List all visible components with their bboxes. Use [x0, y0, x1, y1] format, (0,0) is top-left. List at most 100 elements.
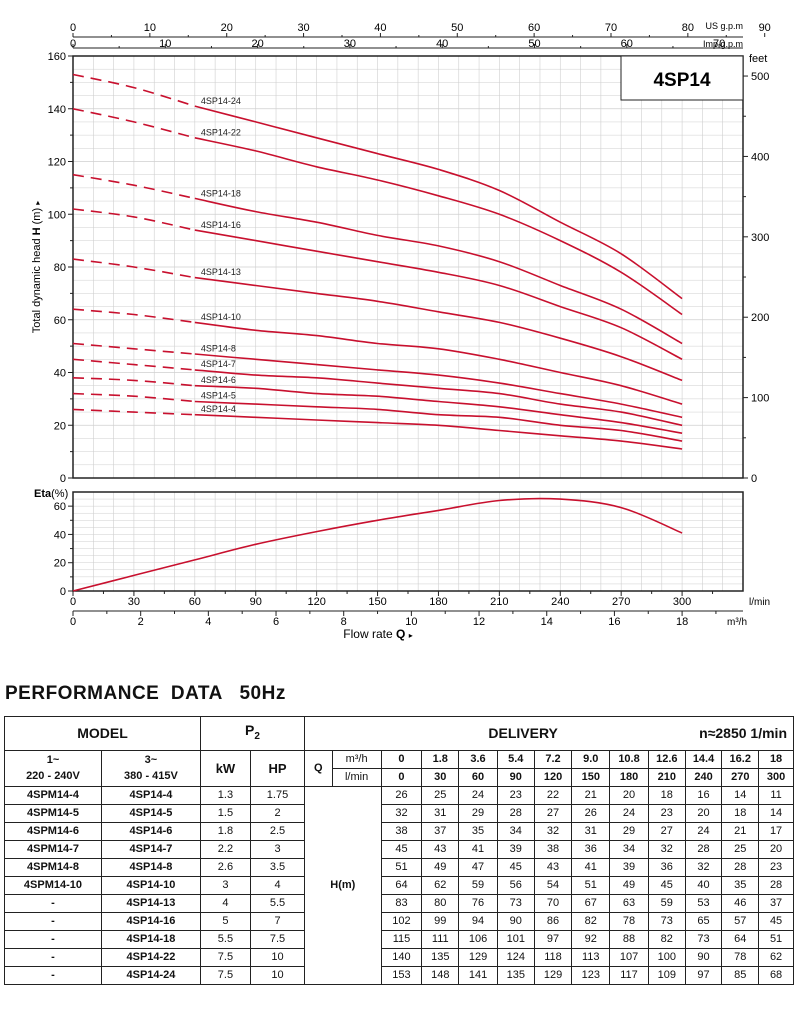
single-phase-label: 1~ [46, 754, 60, 767]
head-curve-dashed [72, 73, 196, 107]
head-value: 64 [721, 929, 760, 949]
y-axis-title: Total dynamic head H (m) ▸ [31, 201, 43, 333]
head-value: 73 [647, 911, 686, 931]
head-value: 32 [684, 857, 723, 877]
model-single-phase: 4SPM14-7 [4, 839, 102, 859]
head-curve [194, 229, 683, 361]
us-gpm-tick-label: 80 [682, 22, 694, 34]
head-value: 45 [380, 839, 423, 859]
head-value: 36 [571, 839, 611, 859]
feet-tick-label: 300 [751, 232, 769, 244]
model-single-phase: 4SPM14-6 [4, 821, 102, 841]
head-value: 11 [758, 785, 794, 805]
head-value: 41 [571, 857, 611, 877]
model-single-phase: - [4, 929, 102, 949]
head-value: 20 [684, 803, 723, 823]
q-m3h-value: 14.4 [684, 749, 723, 769]
head-value: 76 [458, 893, 498, 913]
curve-label: 4SP14-13 [201, 267, 241, 277]
head-value: 97 [533, 929, 573, 949]
y-tick-label: 120 [48, 157, 66, 169]
us-gpm-unit-label: US g.p.m [705, 21, 743, 31]
head-value: 22 [533, 785, 573, 805]
head-value: 27 [533, 803, 573, 823]
q-lmin-value: 120 [533, 767, 573, 787]
head-curve-dashed [72, 258, 195, 279]
head-value: 35 [721, 875, 760, 895]
head-value: 28 [684, 839, 723, 859]
x-axis-title-symbol: Q [396, 627, 405, 641]
curve-label: 4SP14-5 [201, 391, 236, 401]
model-single-phase: - [4, 911, 102, 931]
us-gpm-tick-label: 70 [605, 22, 617, 34]
head-curve-dashed [72, 342, 195, 355]
head-value: 73 [496, 893, 535, 913]
x-axis-title-text: Flow rate [343, 627, 393, 641]
table-row: 4SPM14-10 4SP14-10 3 4 64 62 59 56 54 51 49 45 40 35 2… [4, 875, 794, 895]
head-value: 62 [421, 875, 460, 895]
head-curves: 4SP14-24 4SP14-22 4SP14-18 4SP14-16 4SP14-13… [72, 73, 683, 450]
head-value: 20 [758, 839, 794, 859]
lmin-tick-label: 300 [673, 596, 691, 608]
y-tick-label: 40 [54, 368, 66, 380]
head-value: 45 [496, 857, 535, 877]
head-value: 83 [380, 893, 423, 913]
head-value: 45 [647, 875, 686, 895]
model-header: MODEL [4, 716, 201, 751]
m3h-tick-label: 6 [273, 616, 279, 628]
head-value: 90 [496, 911, 535, 931]
head-value: 90 [684, 947, 723, 967]
head-value: 40 [684, 875, 723, 895]
table-row: -4SP14-18 5.5 7.5 115 111 106 101 97 92 88 82 73 64 5… [4, 929, 794, 949]
us-gpm-tick-label: 20 [221, 22, 233, 34]
head-curve-dashed [72, 308, 195, 324]
power-hp: 7.5 [249, 929, 306, 949]
y-tick-label: 100 [48, 209, 66, 221]
head-value: 88 [609, 929, 649, 949]
model-three-phase: 4SP14-8 [100, 857, 201, 877]
head-curve [194, 400, 683, 442]
m3h-tick-label: 14 [541, 616, 553, 628]
head-curve [194, 197, 683, 345]
model-three-phase: 4SP14-10 [100, 875, 201, 895]
y-axis-title-text: Total dynamic head [31, 238, 43, 333]
q-lmin-value: 60 [458, 767, 498, 787]
performance-data-title: PERFORMANCE DATA 50Hz [5, 683, 286, 704]
table-row: -4SP14-24 7.5 10 153 148 141 135 129 123 117 109 97… [4, 965, 794, 985]
grid-lines [73, 56, 743, 591]
hp-header: HP [249, 749, 306, 787]
head-label-cell: H(m) [304, 785, 382, 985]
power-hp: 3.5 [249, 857, 306, 877]
table-row: 4SPM14-7 4SP14-7 2.2 3 45 43 41 39 38 36 34 32 28 25 2… [4, 839, 794, 859]
head-value: 34 [609, 839, 649, 859]
three-phase-voltage: 380 - 415V [124, 770, 178, 783]
power-hp: 2 [249, 803, 306, 823]
head-value: 82 [571, 911, 611, 931]
q-m3h-value: 5.4 [496, 749, 535, 769]
head-value: 26 [380, 785, 423, 805]
table-subheader-row-2: l/min 0 30 60 90 120 150 180 210 240 270 300 [5, 767, 794, 787]
head-value: 123 [571, 965, 611, 985]
head-value: 29 [609, 821, 649, 841]
head-value: 78 [609, 911, 649, 931]
power-hp: 3 [249, 839, 306, 859]
q-lmin-value: 300 [758, 767, 794, 787]
head-value: 118 [533, 947, 573, 967]
head-curve [194, 276, 683, 382]
head-value: 64 [380, 875, 423, 895]
model-single-phase: - [4, 947, 102, 967]
curve-label: 4SP14-4 [201, 404, 236, 414]
unit-lmin-label: l/min [331, 767, 382, 787]
head-value: 24 [609, 803, 649, 823]
us-gpm-tick-label: 0 [70, 22, 76, 34]
head-value: 24 [684, 821, 723, 841]
head-value: 73 [684, 929, 723, 949]
head-unit: (m) [338, 878, 356, 891]
head-value: 14 [758, 803, 794, 823]
x-axis-arrow-icon: ▸ [409, 631, 413, 640]
head-value: 29 [458, 803, 498, 823]
head-value: 97 [684, 965, 723, 985]
head-value: 65 [684, 911, 723, 931]
head-value: 57 [721, 911, 760, 931]
head-value: 18 [647, 785, 686, 805]
